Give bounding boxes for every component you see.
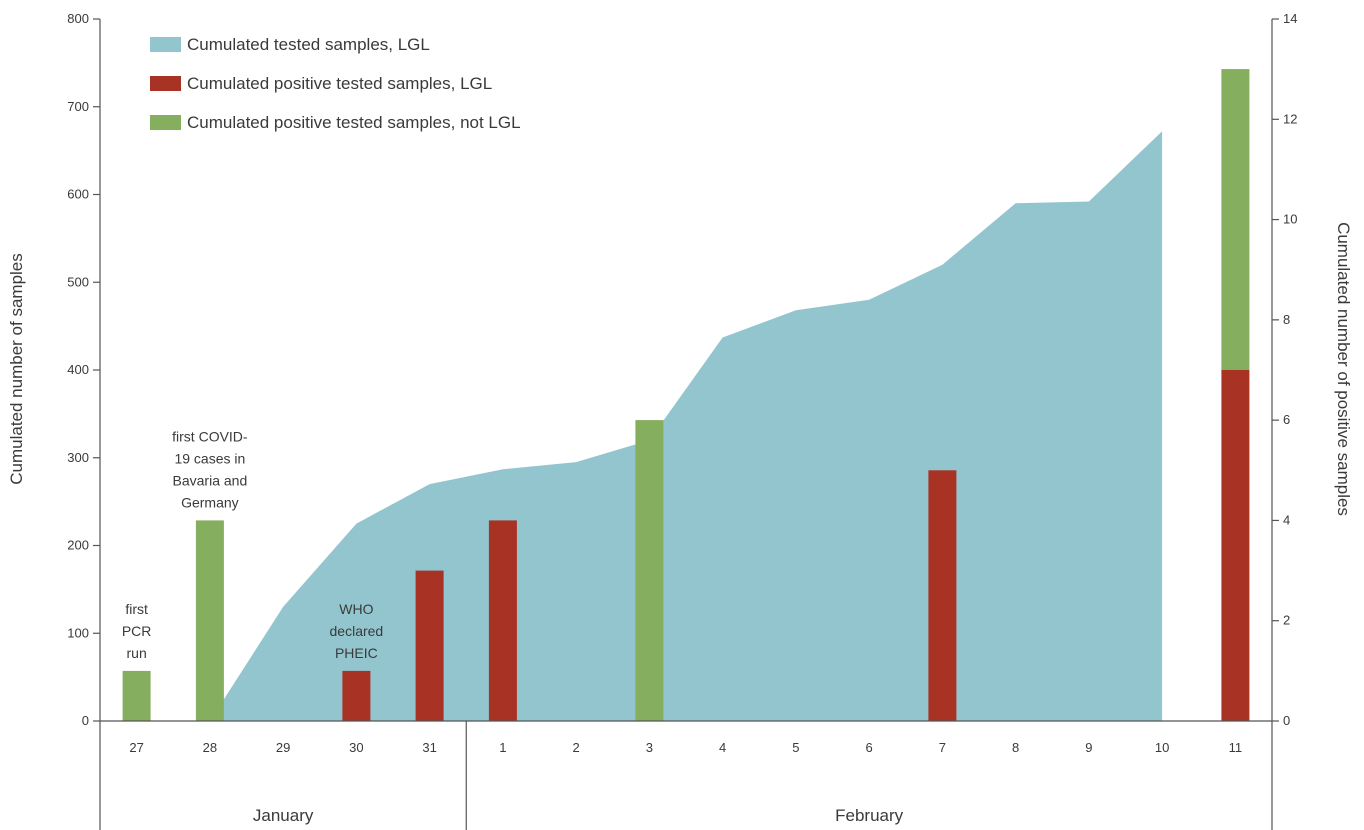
y-tick-label-0: 0	[82, 713, 89, 728]
x-tick-label-10: 10	[1155, 740, 1169, 755]
legend-label-1: Cumulated tested samples, LGL	[187, 35, 430, 54]
bar-positive-lgl-30	[342, 670, 371, 721]
bars	[122, 69, 1250, 721]
bar-positive-not-lgl-3	[635, 420, 664, 721]
x-tick-label-29: 29	[276, 740, 290, 755]
x-tick-label-4: 4	[719, 740, 726, 755]
annotations: first PCR run first COVID- 19 cases in Bavari…	[122, 428, 383, 660]
x-tick-label-6: 6	[866, 740, 873, 755]
month-label-january: January	[253, 806, 314, 825]
annotation-30-line-3: PHEIC	[335, 645, 378, 661]
annotation-28-line-4: Germany	[181, 494, 239, 510]
x-tick-label-2: 2	[573, 740, 580, 755]
bar-positive-lgl-11	[1221, 370, 1250, 721]
y2-tick-label-12: 12	[1283, 111, 1297, 126]
y2-tick-label-2: 2	[1283, 613, 1290, 628]
bar-positive-lgl-31	[415, 570, 444, 721]
legend-swatch-3	[150, 115, 181, 130]
annotation-27-line-2: PCR	[122, 623, 152, 639]
y2-tick-label-8: 8	[1283, 312, 1290, 327]
x-tick-label-31: 31	[422, 740, 436, 755]
legend-label-3: Cumulated positive tested samples, not L…	[187, 113, 521, 132]
bar-positive-not-lgl-28	[195, 520, 224, 721]
y-tick-label-200: 200	[67, 538, 89, 553]
legend-label-2: Cumulated positive tested samples, LGL	[187, 74, 492, 93]
annotation-28-line-1: first COVID-	[172, 428, 248, 444]
x-tick-label-7: 7	[939, 740, 946, 755]
y-axis-title: Cumulated number of samples	[7, 253, 26, 485]
y2-tick-label-10: 10	[1283, 212, 1297, 227]
legend: Cumulated tested samples, LGL Cumulated p…	[150, 35, 521, 132]
annotation-27-line-3: run	[127, 645, 147, 661]
x-tick-label-11: 11	[1229, 740, 1243, 755]
annotation-27-line-1: first	[125, 601, 148, 617]
y2-tick-label-6: 6	[1283, 412, 1290, 427]
x-tick-label-1: 1	[499, 740, 506, 755]
y-tick-label-400: 400	[67, 362, 89, 377]
x-tick-label-28: 28	[203, 740, 217, 755]
bar-positive-lgl-7	[928, 470, 957, 721]
y2-tick-label-4: 4	[1283, 512, 1290, 527]
x-tick-label-5: 5	[792, 740, 799, 755]
bar-positive-not-lgl-11	[1221, 69, 1250, 370]
month-label-february: February	[835, 806, 904, 825]
y-tick-label-500: 500	[67, 274, 89, 289]
annotation-28-line-3: Bavaria and	[173, 472, 248, 488]
x-tick-label-8: 8	[1012, 740, 1019, 755]
y2-tick-label-14: 14	[1283, 11, 1297, 26]
x-tick-label-27: 27	[129, 740, 143, 755]
y-tick-label-600: 600	[67, 187, 89, 202]
y-tick-label-300: 300	[67, 450, 89, 465]
y2-tick-label-0: 0	[1283, 713, 1290, 728]
bar-positive-lgl-1	[488, 520, 517, 721]
legend-swatch-1	[150, 37, 181, 52]
bar-positive-not-lgl-27	[122, 670, 151, 721]
y2-axis-title: Cumulated number of positive samples	[1334, 222, 1353, 516]
plot-area	[209, 131, 1163, 722]
legend-swatch-2	[150, 76, 181, 91]
y-tick-label-800: 800	[67, 11, 89, 26]
area-series-tested	[209, 131, 1163, 722]
x-tick-label-30: 30	[349, 740, 363, 755]
annotation-30-line-2: declared	[330, 623, 384, 639]
annotation-28-line-2: 19 cases in	[174, 450, 245, 466]
annotation-30-line-1: WHO	[339, 601, 373, 617]
y-tick-label-100: 100	[67, 625, 89, 640]
x-tick-label-3: 3	[646, 740, 653, 755]
y-tick-label-700: 700	[67, 99, 89, 114]
x-tick-label-9: 9	[1085, 740, 1092, 755]
